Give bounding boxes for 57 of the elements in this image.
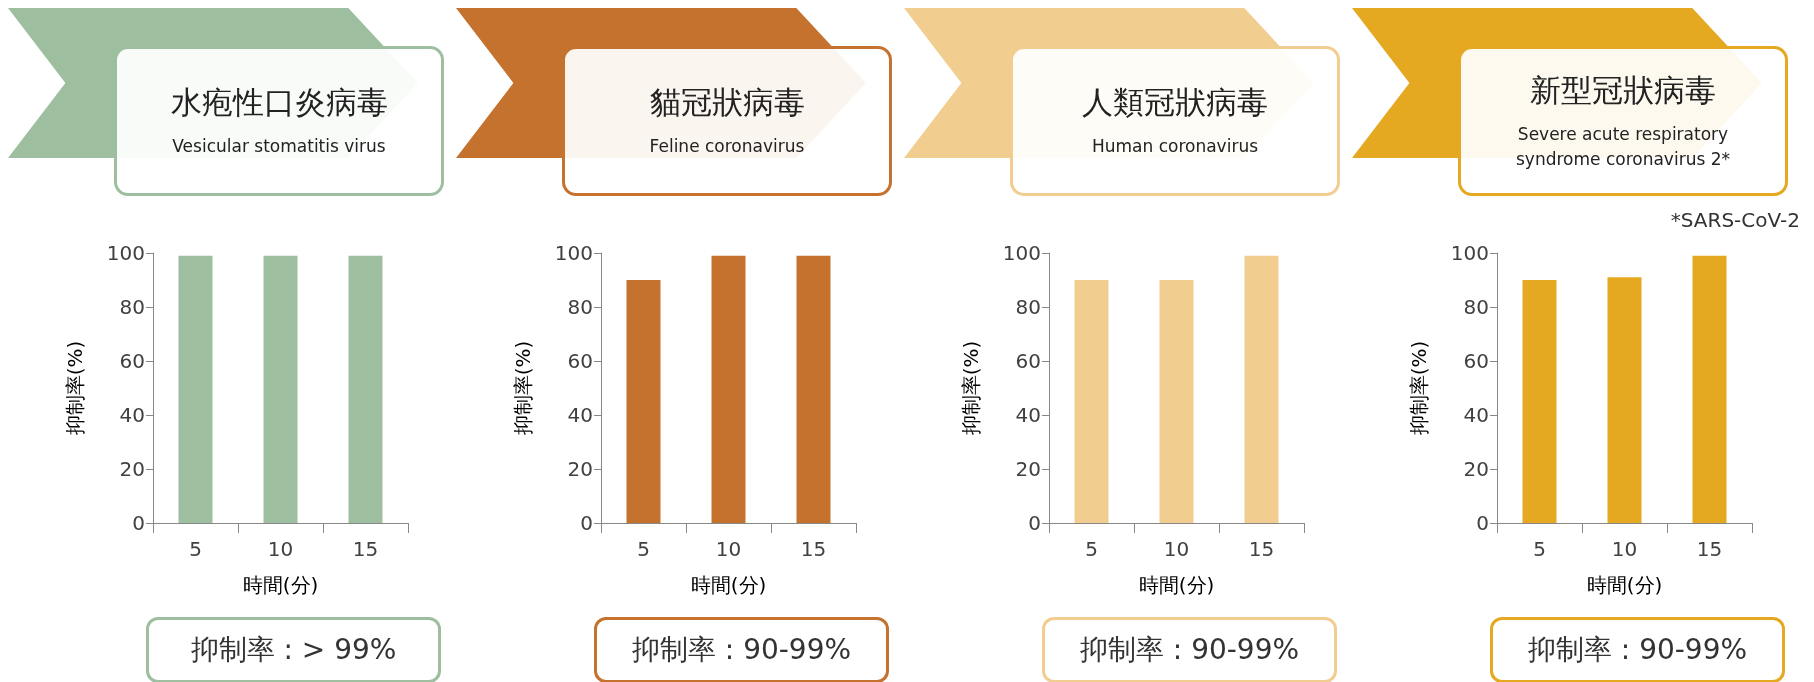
chart-title: 新型冠狀病毒 <box>1530 70 1716 110</box>
y-tick-label: 80 <box>1463 295 1489 319</box>
x-tick-label: 10 <box>267 537 294 561</box>
x-tick-label: 5 <box>637 537 650 561</box>
y-tick-label: 20 <box>119 457 145 481</box>
x-axis-title: 時間(分) <box>1586 573 1663 597</box>
y-tick-label: 40 <box>1015 403 1041 427</box>
text: 抑制率 : > 99% <box>146 617 441 682</box>
y-tick-label: 60 <box>1463 349 1489 373</box>
y-tick-label: 100 <box>1450 241 1489 265</box>
y-tick-label: 20 <box>1463 457 1489 481</box>
y-tick-label: 40 <box>1463 403 1489 427</box>
chart-title: 人類冠狀病毒 <box>1082 83 1268 123</box>
y-axis-title: 抑制率(%) <box>511 340 535 436</box>
y-tick-label: 100 <box>554 241 593 265</box>
x-axis-title: 時間(分) <box>690 573 767 597</box>
x-tick-label: 10 <box>1163 537 1190 561</box>
chart-subtitle: Feline coronavirus <box>649 135 805 159</box>
y-tick-label: 0 <box>1028 511 1041 535</box>
x-tick-label: 15 <box>1248 537 1275 561</box>
y-tick-label: 20 <box>1015 457 1041 481</box>
y-tick-label: 40 <box>567 403 593 427</box>
text: *SARS-CoV-2 <box>1670 208 1800 232</box>
y-tick-label: 60 <box>567 349 593 373</box>
chart-subtitle: Vesicular stomatitis virus <box>172 135 386 159</box>
x-tick-label: 15 <box>1696 537 1723 561</box>
y-axis-title: 抑制率(%) <box>63 340 87 436</box>
y-tick-label: 20 <box>567 457 593 481</box>
y-tick-label: 80 <box>119 295 145 319</box>
x-tick-label: 5 <box>1533 537 1546 561</box>
x-axis-title: 時間(分) <box>1138 573 1215 597</box>
chart-title: 貓冠狀病毒 <box>649 83 805 123</box>
y-tick-label: 100 <box>1002 241 1041 265</box>
x-tick-label: 15 <box>800 537 827 561</box>
y-tick-label: 0 <box>580 511 593 535</box>
chart-subtitle: Human coronavirus <box>1091 135 1259 159</box>
x-tick-label: 10 <box>715 537 742 561</box>
y-tick-label: 0 <box>1476 511 1489 535</box>
y-tick-label: 100 <box>106 241 145 265</box>
x-tick-label: 10 <box>1611 537 1638 561</box>
text: 抑制率 : 90-99% <box>1042 617 1337 682</box>
y-tick-label: 60 <box>1015 349 1041 373</box>
chart-title: 水疱性口炎病毒 <box>170 83 388 123</box>
text: 抑制率 : 90-99% <box>594 617 889 682</box>
y-tick-label: 40 <box>119 403 145 427</box>
x-tick-label: 15 <box>352 537 379 561</box>
y-tick-label: 60 <box>119 349 145 373</box>
y-tick-label: 80 <box>567 295 593 319</box>
y-axis-title: 抑制率(%) <box>1407 340 1431 436</box>
x-axis-title: 時間(分) <box>242 573 319 597</box>
chart-subtitle: Severe acute respiratory syndrome coronavirus 2* <box>1515 122 1731 171</box>
y-tick-label: 0 <box>132 511 145 535</box>
y-tick-label: 80 <box>1015 295 1041 319</box>
text: 抑制率 : 90-99% <box>1490 617 1785 682</box>
x-tick-label: 5 <box>189 537 202 561</box>
y-axis-title: 抑制率(%) <box>959 340 983 436</box>
x-tick-label: 5 <box>1085 537 1098 561</box>
